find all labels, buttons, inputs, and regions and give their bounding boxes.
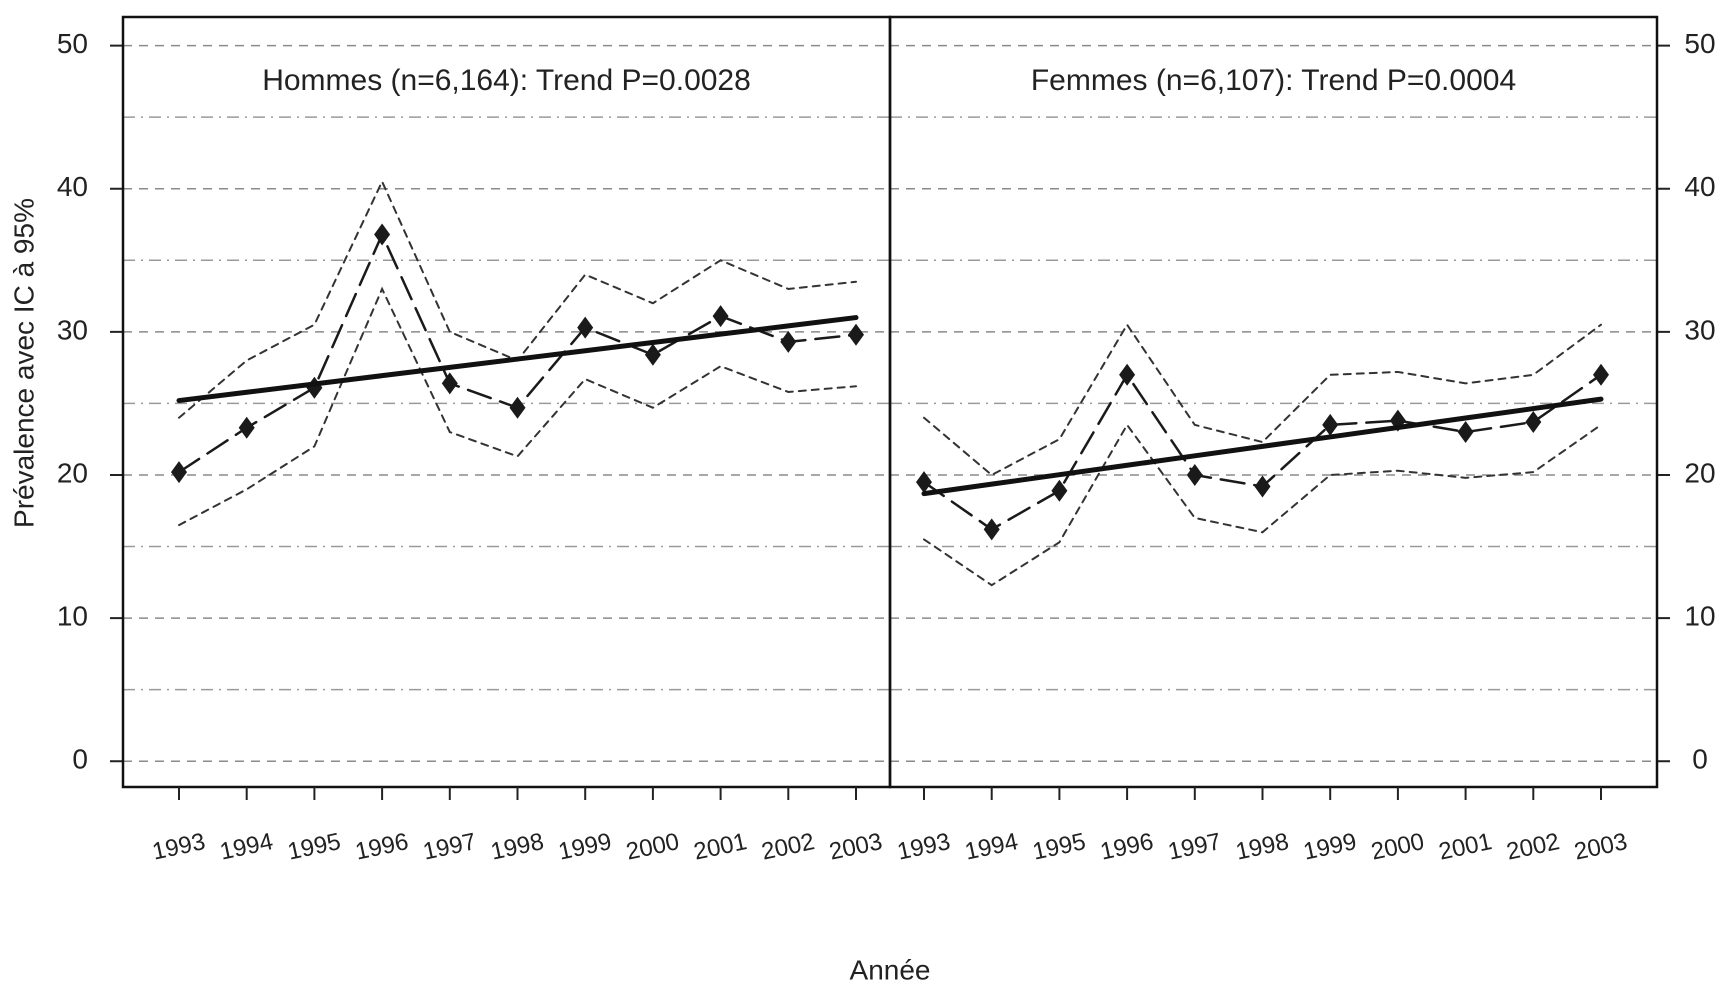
y-tick-label: 40 — [57, 171, 88, 202]
data-point — [171, 461, 187, 484]
series-line — [921, 396, 1604, 497]
y-tick-label: 50 — [57, 28, 88, 59]
series-line — [923, 423, 1602, 587]
y-tick-label: 40 — [1684, 171, 1715, 202]
panel-frame — [888, 15, 1659, 789]
y-axis-label: Prévalence avec IC à 95% — [8, 198, 39, 528]
data-point — [1254, 475, 1271, 498]
x-tick-label: 1996 — [1098, 828, 1156, 866]
series-line — [923, 322, 1602, 477]
data-point — [1322, 413, 1339, 436]
data-point — [306, 376, 323, 399]
data-point — [848, 323, 864, 346]
x-tick-label: 1998 — [1233, 828, 1291, 866]
x-axis-label: Année — [850, 954, 931, 985]
data-point — [577, 316, 594, 339]
data-point — [916, 471, 932, 494]
x-tick-label: 1994 — [963, 828, 1021, 866]
data-point — [1593, 363, 1609, 386]
x-tick-label: 1996 — [353, 828, 411, 866]
x-tick-label: 1993 — [895, 828, 953, 866]
data-point — [983, 518, 1000, 541]
data-point — [780, 330, 797, 353]
data-point — [1119, 363, 1136, 386]
y-tick-label: 30 — [57, 314, 88, 345]
x-tick-label: 2001 — [1436, 828, 1494, 866]
y-tick-label: 50 — [1684, 28, 1715, 59]
panel-frame — [121, 15, 892, 789]
data-point — [509, 396, 526, 419]
data-point — [374, 223, 391, 246]
y-tick-label: 0 — [1692, 744, 1708, 775]
x-tick-label: 2000 — [1369, 828, 1427, 866]
x-tick-label: 2002 — [759, 828, 817, 866]
x-tick-label: 2002 — [1504, 828, 1562, 866]
data-point — [712, 305, 729, 328]
x-tick-label: 2003 — [1572, 828, 1630, 866]
series-line — [178, 286, 857, 527]
y-tick-label: 0 — [72, 744, 88, 775]
x-tick-label: 1995 — [1030, 828, 1088, 866]
x-tick-label: 1995 — [285, 828, 343, 866]
data-point — [1186, 463, 1203, 486]
data-point — [441, 372, 458, 395]
y-tick-label: 20 — [1684, 457, 1715, 488]
y-tick-label: 30 — [1684, 314, 1715, 345]
series-line — [176, 315, 859, 404]
panel-title: Hommes (n=6,164): Trend P=0.0028 — [262, 64, 751, 97]
x-tick-label: 1999 — [556, 828, 614, 866]
series-line — [922, 372, 1603, 531]
series-line — [177, 231, 858, 474]
data-point — [238, 416, 255, 439]
data-point — [1457, 421, 1474, 444]
series-line — [178, 179, 857, 419]
x-tick-label: 2000 — [624, 828, 682, 866]
x-tick-label: 2003 — [827, 828, 885, 866]
panel-title: Femmes (n=6,107): Trend P=0.0004 — [1031, 64, 1516, 97]
y-tick-label: 20 — [57, 457, 88, 488]
data-point — [1525, 411, 1542, 434]
x-tick-label: 1998 — [488, 828, 546, 866]
data-point — [1051, 479, 1068, 502]
x-tick-label: 1993 — [150, 828, 208, 866]
y-tick-label: 10 — [57, 601, 88, 632]
x-tick-label: 1994 — [218, 828, 276, 866]
x-tick-label: 1997 — [421, 828, 479, 866]
y-tick-label: 10 — [1684, 601, 1715, 632]
x-tick-label: 1999 — [1301, 828, 1359, 866]
x-tick-label: 1997 — [1166, 828, 1224, 866]
data-point — [644, 343, 661, 366]
x-tick-label: 2001 — [691, 828, 749, 866]
